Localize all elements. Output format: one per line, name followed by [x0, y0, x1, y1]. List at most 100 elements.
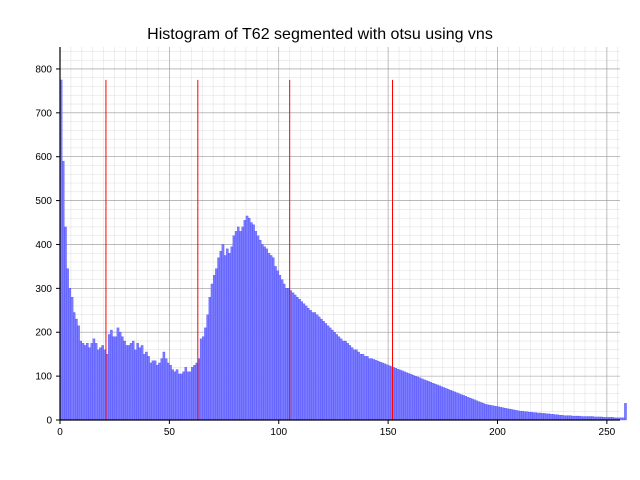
histogram-bar: [199, 338, 203, 421]
histogram-bar: [219, 250, 222, 421]
histogram-bar: [328, 327, 332, 421]
histogram-bar: [215, 268, 218, 421]
histogram-bar: [554, 414, 557, 421]
histogram-bar: [92, 338, 96, 421]
histogram-bar: [471, 398, 474, 421]
histogram-bar: [140, 345, 144, 421]
y-tick-label: 800: [35, 64, 52, 75]
histogram-bar: [173, 371, 177, 421]
histogram-bar: [431, 383, 435, 421]
histogram-bar: [313, 312, 317, 421]
histogram-bar: [86, 343, 89, 421]
histogram-bar: [123, 340, 126, 421]
histogram-bar: [311, 312, 314, 421]
histogram-bar: [184, 367, 187, 421]
histogram-bar: [263, 246, 266, 421]
histogram-bar: [355, 349, 358, 421]
histogram-bar: [254, 231, 257, 421]
histogram-bar: [541, 413, 544, 421]
histogram-bar: [344, 340, 347, 421]
histogram-bar: [322, 321, 325, 421]
histogram-bar: [416, 376, 419, 421]
histogram-bar: [186, 371, 190, 421]
histogram-bar: [121, 336, 124, 421]
histogram-bar: [252, 224, 255, 421]
histogram-bar: [125, 345, 128, 421]
histogram-bar: [523, 411, 527, 421]
histogram-bar: [423, 379, 426, 421]
histogram-bar: [83, 345, 87, 421]
histogram-bar: [444, 388, 448, 421]
histogram-bar: [396, 368, 400, 421]
histogram-bar: [475, 400, 478, 421]
histogram-bar: [370, 358, 373, 421]
histogram-bar: [64, 226, 67, 421]
histogram-bar: [468, 397, 472, 421]
histogram-bar: [455, 392, 459, 421]
histogram-bar: [188, 371, 192, 421]
histogram-bar: [250, 222, 253, 421]
histogram-bar: [228, 253, 231, 421]
histogram-bar: [116, 327, 120, 421]
histogram-bar: [108, 334, 111, 421]
histogram-bar: [151, 360, 155, 421]
histogram-bar: [302, 303, 306, 421]
histogram-bar: [132, 340, 135, 421]
histogram-bar: [298, 299, 301, 421]
histogram-bar: [493, 405, 496, 421]
histogram-bar: [552, 414, 555, 421]
histogram-bar: [549, 414, 553, 421]
histogram-bar: [388, 365, 391, 421]
y-tick-label: 700: [35, 108, 52, 119]
histogram-bar: [237, 226, 240, 421]
major-grid: [59, 47, 620, 421]
histogram-bar: [405, 372, 408, 421]
histogram-bar: [530, 411, 533, 421]
histogram-bar: [383, 363, 387, 421]
histogram-bar: [538, 412, 542, 421]
histogram-bar: [66, 268, 69, 421]
histogram-bar: [357, 351, 360, 421]
histogram-bar: [363, 356, 367, 421]
histogram-bar: [409, 374, 413, 421]
histogram-bar: [309, 310, 312, 421]
histogram-bar: [97, 349, 100, 421]
histogram-bar: [499, 407, 502, 421]
histogram-bar: [276, 270, 279, 421]
histogram-bar: [407, 373, 411, 421]
histogram-bar: [353, 349, 356, 421]
histogram-bar: [138, 347, 142, 421]
histogram-bar: [70, 297, 74, 421]
histogram-bar: [300, 301, 303, 421]
y-tick-label: 300: [35, 284, 52, 295]
histogram-bar: [379, 361, 382, 421]
histogram-bar: [206, 314, 209, 421]
histogram-bar: [534, 412, 537, 421]
histogram-bar: [274, 266, 277, 421]
histogram-bar: [145, 351, 148, 421]
histogram-bar: [193, 365, 196, 421]
x-tick-label: 50: [164, 427, 176, 438]
histogram-bar: [449, 390, 452, 421]
histogram-bar: [503, 408, 507, 421]
y-tick-label: 500: [35, 196, 52, 207]
histogram-bar: [519, 411, 522, 421]
histogram-bar: [324, 323, 327, 421]
histogram-bar: [210, 283, 214, 421]
histogram-bar: [162, 351, 166, 421]
histogram-bar: [258, 239, 262, 421]
histogram-bar: [267, 253, 271, 421]
histogram-bar: [77, 325, 80, 421]
histogram-bar: [569, 415, 572, 421]
histogram-bar: [517, 410, 520, 421]
histogram-bar: [245, 215, 249, 421]
histogram-bar: [414, 375, 417, 421]
histogram-bar: [110, 329, 113, 421]
histogram-bar: [307, 307, 310, 421]
histogram-bar: [565, 415, 568, 421]
histogram-bar: [398, 369, 402, 421]
histogram-bar: [368, 358, 371, 421]
histogram-bar: [99, 347, 102, 421]
histogram-bar: [506, 408, 509, 421]
